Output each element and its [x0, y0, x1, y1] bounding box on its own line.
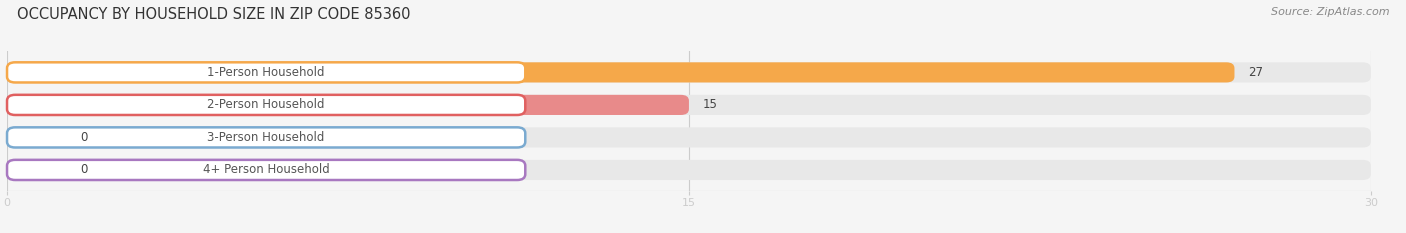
Text: 1-Person Household: 1-Person Household: [208, 66, 325, 79]
Text: 0: 0: [80, 163, 87, 176]
Text: Source: ZipAtlas.com: Source: ZipAtlas.com: [1271, 7, 1389, 17]
Text: OCCUPANCY BY HOUSEHOLD SIZE IN ZIP CODE 85360: OCCUPANCY BY HOUSEHOLD SIZE IN ZIP CODE …: [17, 7, 411, 22]
Text: 0: 0: [80, 131, 87, 144]
FancyBboxPatch shape: [7, 160, 62, 180]
FancyBboxPatch shape: [7, 95, 689, 115]
Text: 4+ Person Household: 4+ Person Household: [202, 163, 329, 176]
Text: 15: 15: [703, 98, 717, 111]
FancyBboxPatch shape: [7, 95, 526, 115]
Text: 27: 27: [1249, 66, 1263, 79]
FancyBboxPatch shape: [7, 62, 1234, 82]
Text: 3-Person Household: 3-Person Household: [208, 131, 325, 144]
Text: 2-Person Household: 2-Person Household: [208, 98, 325, 111]
FancyBboxPatch shape: [7, 127, 526, 147]
FancyBboxPatch shape: [7, 160, 1371, 180]
FancyBboxPatch shape: [7, 127, 1371, 147]
FancyBboxPatch shape: [7, 62, 526, 82]
FancyBboxPatch shape: [7, 62, 1371, 82]
FancyBboxPatch shape: [7, 95, 1371, 115]
FancyBboxPatch shape: [7, 127, 62, 147]
FancyBboxPatch shape: [7, 160, 526, 180]
